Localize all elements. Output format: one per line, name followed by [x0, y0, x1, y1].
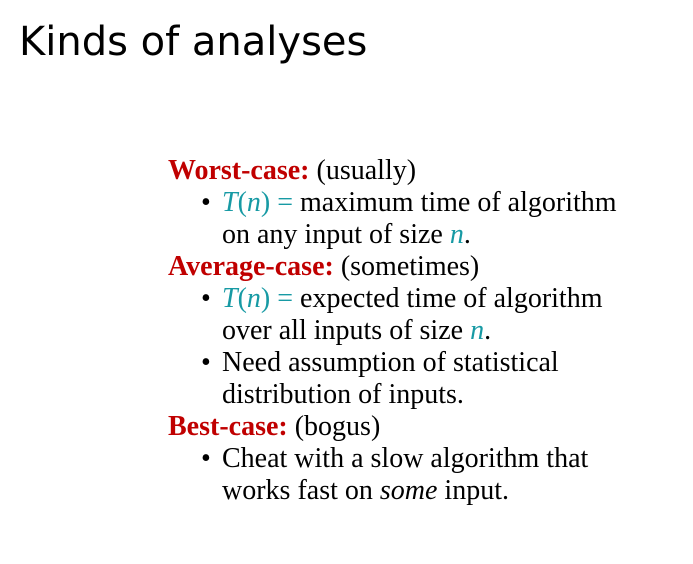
math-T: T — [222, 187, 238, 218]
average-case-bullet-1-line-1: T(n) = expected time of algorithm — [222, 283, 688, 315]
average-case-definition: expected time of algorithm — [293, 283, 603, 314]
math-equals: = — [270, 283, 294, 314]
average-case-heading: Average-case: (sometimes) — [168, 251, 688, 283]
math-close-paren: ) — [260, 187, 271, 218]
bullet-icon: • — [201, 187, 211, 218]
best-case-heading: Best-case: (bogus) — [168, 411, 688, 443]
best-case-note: (bogus) — [294, 411, 381, 442]
average-case-bullet-1: • T(n) = expected time of algorithm over… — [168, 283, 688, 347]
worst-case-heading: Worst-case: (usually) — [168, 155, 688, 187]
average-case-bullet-2-line-2: distribution of inputs. — [222, 379, 464, 410]
math-open-paren: ( — [237, 187, 247, 218]
page-title: Kinds of analyses — [19, 19, 368, 65]
average-case-label: Average-case: — [168, 251, 334, 282]
average-case-bullet-2-line-1: Need assumption of statistical — [222, 347, 559, 378]
average-case-bullet-2: • Need assumption of statistical distrib… — [168, 347, 688, 411]
emphasized-word: some — [379, 475, 438, 506]
math-close-paren: ) — [260, 283, 271, 314]
best-case-line2-end: input. — [437, 475, 509, 506]
math-n: n — [246, 283, 261, 314]
worst-case-line2-text: on any input of size — [222, 219, 450, 250]
worst-case-definition: maximum time of algorithm — [293, 187, 617, 218]
math-T: T — [222, 283, 238, 314]
math-equals: = — [270, 187, 294, 218]
best-case-bullet-line-1: Cheat with a slow algorithm that — [222, 443, 589, 474]
worst-case-bullet: • T(n) = maximum time of algorithm on an… — [168, 187, 688, 251]
best-case-bullet: • Cheat with a slow algorithm that works… — [168, 443, 688, 507]
worst-case-label: Worst-case: — [168, 155, 310, 186]
bullet-icon: • — [201, 283, 211, 314]
math-open-paren: ( — [237, 283, 247, 314]
period: . — [484, 315, 492, 346]
best-case-label: Best-case: — [168, 411, 288, 442]
analyses-list: Worst-case: (usually) • T(n) = maximum t… — [168, 155, 688, 507]
worst-case-note: (usually) — [316, 155, 417, 186]
best-case-bullet-line-2: works fast on some input. — [222, 475, 688, 507]
math-n: n — [246, 187, 261, 218]
best-case-line2-text: works fast on — [222, 475, 380, 506]
bullet-icon: • — [201, 347, 211, 378]
bullet-icon: • — [201, 443, 211, 474]
math-n: n — [470, 315, 485, 346]
average-case-note: (sometimes) — [340, 251, 480, 282]
math-n: n — [449, 219, 464, 250]
average-case-line2-text: over all inputs of size — [222, 315, 471, 346]
worst-case-bullet-line-1: T(n) = maximum time of algorithm — [222, 187, 688, 219]
worst-case-bullet-line-2: on any input of size n. — [222, 219, 688, 251]
period: . — [463, 219, 471, 250]
average-case-bullet-1-line-2: over all inputs of size n. — [222, 315, 688, 347]
